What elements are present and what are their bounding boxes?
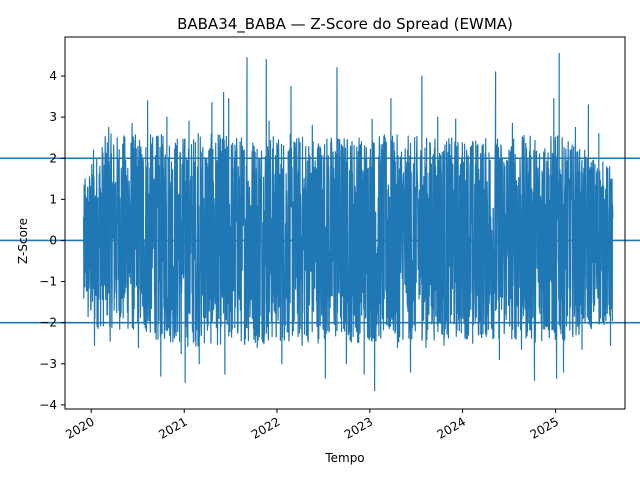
plot-frame: [64, 36, 626, 410]
y-tick-label: 0: [49, 233, 57, 247]
zscore-series-line: [83, 52, 614, 392]
y-tick-label: −3: [39, 357, 57, 371]
y-tick-label: −4: [39, 398, 57, 412]
plot-area: [83, 52, 614, 392]
y-tick-label: −2: [39, 316, 57, 330]
y-axis-ticks: −4 −3 −2 −1 0 1 2 3 4: [39, 69, 65, 412]
x-axis-label: Tempo: [324, 451, 364, 465]
y-tick-label: 4: [49, 69, 57, 83]
y-axis-label: Z-Score: [16, 218, 30, 264]
chart-title: BABA34_BABA — Z-Score do Spread (EWMA): [177, 15, 513, 34]
y-tick-label: 1: [49, 192, 57, 206]
y-tick-label: 3: [49, 110, 57, 124]
reference-lines: [0, 157, 640, 324]
y-tick-label: 2: [49, 151, 57, 165]
y-tick-label: −1: [39, 275, 57, 289]
